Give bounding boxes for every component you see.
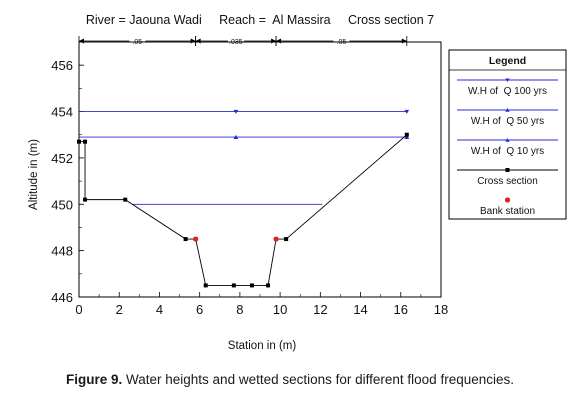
legend-swatch-marker (505, 168, 510, 172)
x-tick-label: 18 (434, 302, 448, 317)
legend-entry-label: W.H of Q 10 yrs (471, 146, 544, 157)
legend-entry-label: Cross section (477, 176, 538, 187)
manning-arrow (276, 38, 282, 44)
x-tick-label: 4 (156, 302, 163, 317)
legend-swatch-marker (505, 138, 510, 142)
cross-section-point (183, 237, 188, 242)
manning-arrow (195, 38, 201, 44)
figure-caption: Figure 9. Water heights and wetted secti… (0, 372, 580, 387)
legend-title: Legend (489, 55, 526, 67)
y-tick-label: 448 (51, 244, 73, 259)
y-tick-label: 452 (51, 151, 73, 166)
water-level-marker (233, 109, 239, 114)
water-level-marker (404, 134, 410, 139)
legend-entry-label: W.H of Q 100 yrs (468, 86, 547, 97)
x-axis-label: Station in (m) (228, 340, 297, 352)
legend-entry-label: W.H of Q 50 yrs (471, 116, 544, 127)
legend-swatch-marker (505, 108, 510, 112)
manning-arrow (271, 38, 277, 44)
x-tick-label: 2 (116, 302, 123, 317)
cross-section-line (79, 134, 408, 286)
legend-swatch-marker (504, 197, 511, 203)
manning-label-bg (129, 36, 146, 46)
cross-section-point (123, 197, 128, 202)
x-tick-label: 8 (236, 302, 243, 317)
manning-label-bg (333, 36, 350, 46)
cross-section-point (83, 139, 88, 144)
x-tick-label: 12 (313, 302, 327, 317)
water-level-marker (404, 109, 410, 114)
manning-arrow (79, 38, 84, 44)
x-tick-label: 0 (75, 302, 82, 317)
x-tick-label: 10 (273, 302, 287, 317)
cross-section-point (284, 237, 289, 242)
y-tick-label: 450 (51, 197, 73, 212)
bank-station-marker (193, 236, 199, 242)
y-tick-label: 446 (51, 290, 73, 305)
x-tick-label: 16 (394, 302, 408, 317)
cross-section-point (203, 283, 208, 288)
cross-section-point (231, 283, 236, 288)
legend-swatch-marker (505, 78, 510, 82)
cross-section-point (249, 283, 254, 288)
bank-station-marker (273, 236, 279, 242)
y-axis-label: Altitude in (m) (28, 139, 40, 210)
manning-arrow (190, 38, 196, 44)
cross-section-point (404, 132, 409, 137)
plot-frame (78, 41, 442, 298)
x-tick-label: 6 (196, 302, 203, 317)
manning-arrow (401, 38, 407, 44)
water-level-marker (233, 134, 239, 139)
cross-section-point (77, 139, 81, 144)
y-tick-label: 454 (51, 105, 73, 120)
figure-caption-text: Water heights and wetted sections for di… (122, 372, 514, 387)
y-tick-label: 456 (51, 58, 73, 73)
legend-box (448, 49, 567, 220)
cross-section-point (83, 197, 88, 202)
chart-title: River = Jaouna Wadi Reach = Al Massira C… (86, 13, 434, 27)
legend-entry-label: Bank station (480, 206, 535, 217)
cross-section-point (266, 283, 271, 288)
manning-label-bg (227, 36, 244, 46)
x-tick-label: 14 (353, 302, 367, 317)
figure-caption-label: Figure 9. (66, 372, 123, 387)
